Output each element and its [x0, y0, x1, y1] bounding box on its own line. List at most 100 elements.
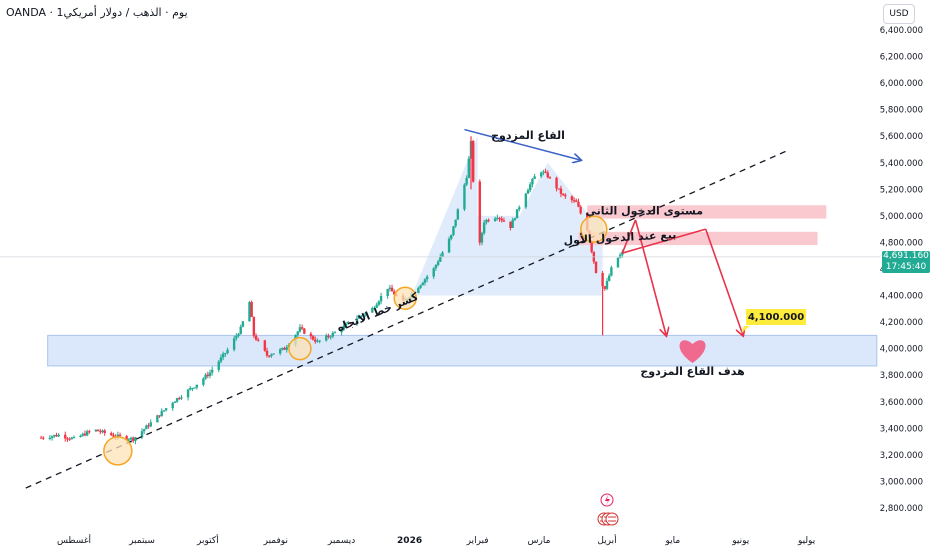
candle-body	[241, 321, 245, 327]
countdown-timer: 17:45:40	[885, 262, 927, 272]
candle-body	[101, 430, 104, 433]
candle-body	[557, 188, 560, 190]
candle-body	[349, 322, 352, 324]
touch-point-circle	[393, 286, 417, 310]
forecast-leg	[622, 228, 706, 254]
last-price-tag: 4,691.160 17:45:40	[882, 251, 930, 273]
candle-body	[39, 437, 43, 439]
candle-body	[472, 141, 475, 182]
candle-body	[219, 357, 223, 362]
candle-body	[465, 177, 468, 185]
candle-body	[450, 234, 453, 239]
candle-body	[300, 327, 304, 329]
candle-body	[546, 172, 549, 178]
candle-body	[158, 415, 161, 417]
y-tick-label: 3,000.000	[880, 477, 923, 487]
candle-body	[513, 218, 517, 220]
candle-body	[355, 318, 359, 324]
candle-body	[303, 328, 306, 334]
candle-body	[285, 347, 288, 350]
candle-body	[342, 325, 345, 330]
candle-body	[316, 340, 319, 342]
candle-body	[202, 378, 205, 385]
y-tick-label: 3,400.000	[880, 424, 923, 434]
first-entry-zone	[578, 231, 818, 246]
candle-body	[314, 339, 317, 342]
x-tick-label: نوفمبر	[263, 536, 288, 546]
candle-body	[68, 438, 71, 440]
candle-body	[379, 296, 383, 302]
candle-body	[142, 429, 146, 432]
candle-body	[454, 219, 457, 227]
candle-body	[66, 438, 69, 440]
candle-body	[360, 315, 363, 317]
candle-body	[579, 206, 582, 214]
candle-body	[57, 434, 60, 437]
candle-body	[224, 353, 227, 355]
candle-body	[206, 374, 209, 376]
y-tick-label: 6,000.000	[880, 79, 923, 89]
candle-body	[357, 316, 361, 319]
candle-body	[327, 335, 330, 337]
candle-body	[99, 431, 102, 433]
y-tick-label: 3,800.000	[880, 371, 923, 381]
candle-body	[344, 323, 348, 326]
touch-point-circle	[580, 215, 608, 243]
candle-body	[162, 410, 166, 412]
candle-body	[375, 304, 378, 308]
candle-body	[373, 307, 376, 309]
candle-body	[250, 302, 253, 317]
candle-body	[263, 340, 267, 351]
candle-body	[94, 429, 98, 432]
candle-body	[118, 434, 122, 436]
candle-body	[110, 432, 113, 436]
candle-body	[500, 218, 503, 221]
candle-body	[539, 172, 543, 177]
candle-body	[377, 301, 381, 305]
candle-body	[493, 218, 497, 222]
y-tick-label: 5,800.000	[880, 106, 923, 116]
candle-body	[272, 353, 275, 355]
candle-body	[160, 411, 163, 417]
candle-body	[436, 261, 440, 265]
x-tick-label: يوليو	[797, 536, 816, 546]
candle-body	[193, 387, 196, 389]
candle-body	[96, 429, 100, 432]
candle-body	[208, 372, 212, 376]
candle-body	[85, 431, 89, 436]
x-tick-label: 2026	[397, 536, 422, 546]
candle-body	[529, 184, 532, 191]
candle-body	[331, 332, 335, 337]
candle-body	[340, 329, 343, 333]
candle-body	[524, 193, 528, 208]
candle-body	[88, 431, 91, 433]
candle-body	[186, 389, 190, 398]
forecast-leg	[621, 219, 637, 254]
candle-body	[607, 275, 611, 281]
candle-body	[555, 177, 558, 189]
candle-body	[268, 355, 271, 357]
x-tick-label: أكتوبر	[196, 534, 219, 546]
candle-body	[140, 431, 144, 438]
candle-body	[561, 193, 565, 195]
currency-button[interactable]: USD	[883, 4, 915, 24]
candle-body	[432, 268, 435, 277]
candle-body	[575, 200, 578, 202]
candle-body	[103, 430, 106, 433]
us-flag-icon	[605, 512, 619, 526]
candle-body	[298, 327, 302, 332]
candle-body	[570, 196, 574, 201]
candle-body	[164, 408, 168, 411]
candle-body	[515, 209, 519, 219]
y-tick-label: 5,400.000	[880, 159, 923, 169]
candle-body	[572, 200, 576, 202]
candle-body	[480, 233, 484, 243]
candle-body	[235, 336, 238, 339]
candle-body	[210, 369, 214, 373]
candle-body	[498, 217, 501, 219]
candle-body	[309, 333, 313, 337]
touch-point-circle	[288, 336, 312, 361]
candle-body	[79, 435, 82, 438]
